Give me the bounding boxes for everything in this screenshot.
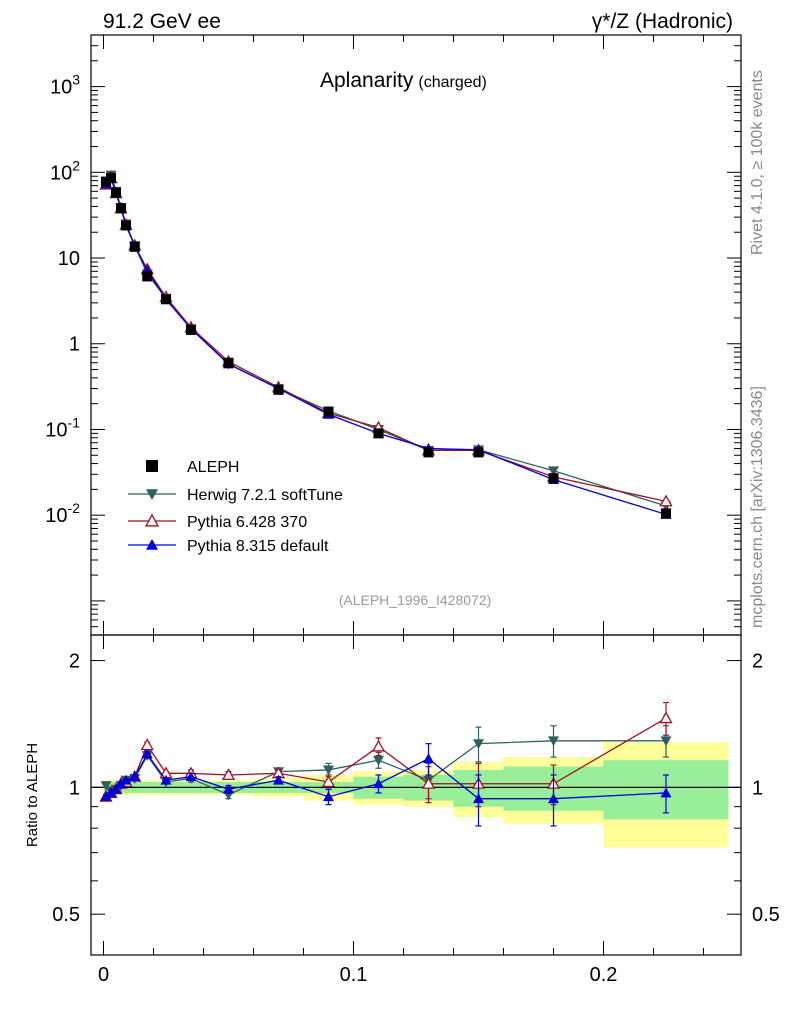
legend-label: Pythia 6.428 370 bbox=[187, 514, 307, 531]
ratio-y-label: Ratio to ALEPH bbox=[24, 743, 41, 847]
ratio-point bbox=[110, 783, 122, 794]
ratio-point bbox=[373, 755, 384, 766]
data-point bbox=[121, 220, 131, 231]
side-label-mcplots: mcplots.cern.ch [arXiv:1306.3436] bbox=[749, 386, 766, 628]
data-point bbox=[161, 294, 171, 305]
chart-title-main: Aplanarity bbox=[320, 69, 414, 92]
ratio-point bbox=[160, 774, 172, 785]
ratio-point bbox=[185, 771, 197, 782]
ratio-point bbox=[321, 775, 336, 788]
header-left-label: 91.2 GeV ee bbox=[103, 10, 221, 33]
data-point bbox=[423, 447, 434, 458]
analysis-tag: (ALEPH_1996_I428072) bbox=[339, 592, 492, 608]
series-line bbox=[105, 173, 667, 507]
ratio-point bbox=[223, 783, 234, 794]
ratio-point bbox=[323, 765, 334, 776]
ratio-y-tick-label: 1 bbox=[69, 777, 80, 799]
ratio-point bbox=[105, 787, 117, 798]
legend-marker bbox=[146, 460, 158, 472]
data-point bbox=[223, 357, 234, 368]
ratio-point bbox=[115, 778, 127, 789]
legend-label: ALEPH bbox=[187, 459, 239, 476]
axes: 0 0.1 0.2 10-2 10-1 1 10 102 103 0.5 0.5 1 1 2 2 bbox=[45, 34, 780, 986]
series-pythia-6-428-370 bbox=[99, 171, 673, 507]
legend: ALEPH Herwig 7.2.1 softTune Pythia 6.428 3… bbox=[128, 459, 343, 555]
legend-entry: ALEPH bbox=[146, 459, 239, 476]
y-tick-label: 103 bbox=[50, 72, 80, 99]
ratio-point bbox=[423, 753, 434, 764]
x-tick-label: 0.1 bbox=[340, 964, 368, 986]
ratio-point bbox=[140, 738, 154, 751]
x-tick-label: 0 bbox=[98, 964, 109, 986]
data-point bbox=[142, 271, 153, 282]
legend-marker bbox=[146, 489, 158, 500]
y-tick-label: 10 bbox=[58, 248, 80, 270]
ratio-point bbox=[323, 791, 334, 802]
ratio-point bbox=[473, 739, 484, 750]
ratio-point bbox=[221, 768, 236, 781]
ratio-plot-frame bbox=[90, 634, 742, 956]
ratio-uncertainty-bands bbox=[91, 742, 741, 848]
data-point bbox=[273, 384, 284, 395]
series-aleph-data bbox=[101, 172, 671, 519]
ratio-point bbox=[548, 736, 559, 747]
ratio-point bbox=[371, 739, 386, 752]
data-point bbox=[186, 324, 196, 335]
legend-entry: Pythia 6.428 370 bbox=[128, 513, 307, 531]
data-point bbox=[548, 473, 559, 484]
y-tick-label: 1 bbox=[69, 334, 80, 356]
data-point bbox=[323, 406, 334, 417]
ratio-y-tick-label-right: 2 bbox=[752, 651, 763, 673]
ratio-point bbox=[659, 711, 673, 724]
data-point bbox=[111, 187, 121, 198]
legend-entry: Herwig 7.2.1 softTune bbox=[128, 487, 343, 504]
series-line bbox=[105, 177, 667, 502]
ratio-point bbox=[421, 776, 436, 789]
ratio-y-tick-label: 2 bbox=[69, 651, 80, 673]
legend-marker bbox=[144, 513, 160, 527]
chart-title-sub: (charged) bbox=[418, 74, 486, 91]
series-point bbox=[659, 494, 673, 507]
x-tick-label: 0.2 bbox=[590, 964, 618, 986]
ratio-point bbox=[129, 771, 141, 782]
data-point bbox=[661, 508, 671, 519]
data-point bbox=[116, 203, 126, 214]
ratio-series-pythia-8-315-default bbox=[100, 743, 672, 827]
data-point bbox=[373, 428, 384, 439]
data-point bbox=[473, 447, 484, 458]
ratio-y-tick-label-right: 0.5 bbox=[752, 904, 780, 926]
data-point bbox=[129, 241, 140, 252]
series-layer bbox=[99, 170, 673, 827]
y-tick-label: 10-2 bbox=[45, 500, 80, 527]
ratio-point bbox=[373, 778, 384, 789]
ratio-point bbox=[100, 791, 112, 802]
ratio-point bbox=[120, 774, 132, 785]
ratio-point bbox=[473, 793, 484, 804]
chart-title: Aplanarity (charged) bbox=[320, 69, 487, 92]
legend-label: Herwig 7.2.1 softTune bbox=[187, 487, 343, 504]
ratio-point bbox=[100, 781, 112, 792]
ratio-point bbox=[548, 793, 559, 804]
ratio-point bbox=[273, 774, 284, 785]
ratio-y-tick-label-right: 1 bbox=[752, 777, 763, 799]
y-tick-label: 10-1 bbox=[45, 414, 80, 441]
ratio-point bbox=[660, 736, 672, 747]
ratio-y-tick-label: 0.5 bbox=[52, 904, 80, 926]
header-right-label: γ*/Z (Hadronic) bbox=[592, 10, 733, 33]
side-label-rivet: Rivet 4.1.0, ≥ 100k events bbox=[749, 70, 766, 255]
ratio-point bbox=[660, 787, 672, 798]
ratio-point bbox=[141, 748, 153, 759]
legend-entry: Pythia 8.315 default bbox=[128, 538, 329, 555]
legend-label: Pythia 8.315 default bbox=[187, 538, 329, 555]
data-point bbox=[106, 172, 116, 183]
y-tick-label: 102 bbox=[50, 157, 80, 184]
legend-marker bbox=[146, 539, 158, 550]
